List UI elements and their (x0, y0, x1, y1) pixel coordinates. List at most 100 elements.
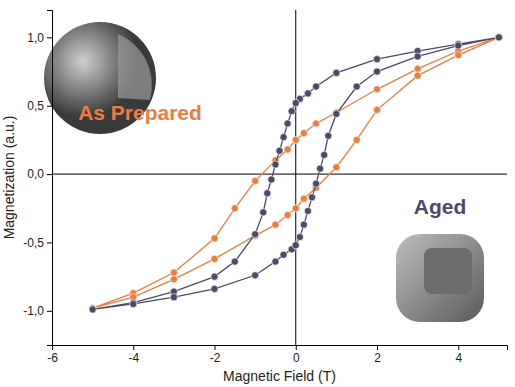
series-marker (353, 83, 360, 90)
x-tick-mark (458, 345, 459, 350)
y-tick-label: 0,0 (27, 167, 44, 181)
x-axis: -6-4-2024 (47, 345, 507, 365)
y-axis: -1,0 -0,5 0,0 0,5 1,0 (23, 11, 52, 346)
y-tick-label: 0,5 (27, 99, 44, 113)
series-marker (312, 120, 319, 127)
y-tick-mark (47, 311, 52, 312)
x-tick: -6 (47, 345, 58, 365)
series-marker (321, 151, 328, 158)
series-marker (130, 300, 137, 307)
series-marker (414, 53, 421, 60)
y-tick: 0,0 (27, 167, 52, 181)
series-marker (312, 180, 319, 187)
zero-line-horizontal (52, 174, 507, 175)
y-tick: -1,0 (23, 304, 52, 318)
series-marker (333, 110, 340, 117)
series-marker (276, 147, 283, 154)
y-tick: -0,5 (23, 236, 52, 250)
x-tick-mark (215, 345, 216, 350)
x-tick-label: -6 (47, 351, 58, 365)
series-marker (252, 231, 259, 238)
series-marker (414, 72, 421, 79)
series-marker (292, 99, 299, 106)
x-tick: 2 (374, 345, 381, 365)
x-axis-line (53, 346, 508, 351)
series-marker (373, 56, 380, 63)
series-marker (373, 68, 380, 75)
y-axis-line (47, 11, 53, 346)
y-tick-mark (47, 242, 52, 243)
x-tick-mark (377, 345, 378, 350)
series-line (93, 37, 499, 309)
zero-line-vertical (295, 10, 296, 345)
series-marker (260, 209, 267, 216)
series-marker (495, 34, 502, 41)
series-label: As Prepared (78, 101, 202, 124)
y-axis-title: Magnetization (a.u.) (1, 116, 17, 240)
series-marker (296, 233, 303, 240)
series-marker (414, 65, 421, 72)
series-marker (284, 212, 291, 219)
series-marker (211, 255, 218, 262)
x-tick-label: 4 (455, 351, 462, 365)
series-marker (268, 176, 275, 183)
x-tick-mark (296, 345, 297, 350)
series-marker (252, 272, 259, 279)
plot-area (89, 34, 502, 313)
series-marker (292, 136, 299, 143)
series-marker (211, 285, 218, 292)
series-marker (353, 136, 360, 143)
series-marker (170, 276, 177, 283)
series-marker (284, 146, 291, 153)
series-marker (300, 195, 307, 202)
y-tick: 1,0 (27, 31, 52, 45)
series-marker (252, 177, 259, 184)
y-tick-label: -1,0 (23, 304, 44, 318)
x-tick-label: -4 (128, 351, 139, 365)
series-marker (211, 235, 218, 242)
series-marker (333, 164, 340, 171)
series-marker (264, 190, 271, 197)
x-tick: -2 (210, 345, 221, 365)
y-tick-label: -0,5 (23, 236, 44, 250)
sphere-cut (118, 34, 152, 100)
series-marker (373, 106, 380, 113)
series-marker (304, 90, 311, 97)
series-marker (280, 134, 287, 141)
series-marker (300, 129, 307, 136)
series-marker (308, 194, 315, 201)
series-marker (272, 161, 279, 168)
series-line (93, 37, 499, 308)
series-marker (280, 251, 287, 258)
x-tick-mark (133, 345, 134, 350)
chart: -6-4-2024-1,0-0,50,00,51,0Magnetic Field… (0, 0, 515, 387)
series-marker (300, 221, 307, 228)
series-marker (312, 83, 319, 90)
series-marker (333, 69, 340, 76)
series-marker (231, 258, 238, 265)
series-marker (292, 242, 299, 249)
series-marker (495, 34, 502, 41)
series-marker (170, 294, 177, 301)
x-tick: -4 (128, 345, 139, 365)
y-tick-mark (47, 37, 52, 38)
series-marker (211, 273, 218, 280)
series-label: Aged (414, 195, 467, 218)
cube-cut (424, 248, 472, 294)
y-tick: 0,5 (27, 99, 52, 113)
x-tick-label: -2 (210, 351, 221, 365)
series-marker (495, 34, 502, 41)
series-marker (304, 207, 311, 214)
series-marker (272, 258, 279, 265)
series-marker (231, 205, 238, 212)
series-marker (89, 306, 96, 313)
series-marker (272, 221, 279, 228)
series-marker (455, 52, 462, 59)
series-marker (325, 132, 332, 139)
x-tick: 4 (455, 345, 462, 365)
y-tick-mark (47, 106, 52, 107)
series-marker (170, 269, 177, 276)
series-marker (288, 108, 295, 115)
series-marker (292, 205, 299, 212)
x-tick-label: 2 (374, 351, 381, 365)
